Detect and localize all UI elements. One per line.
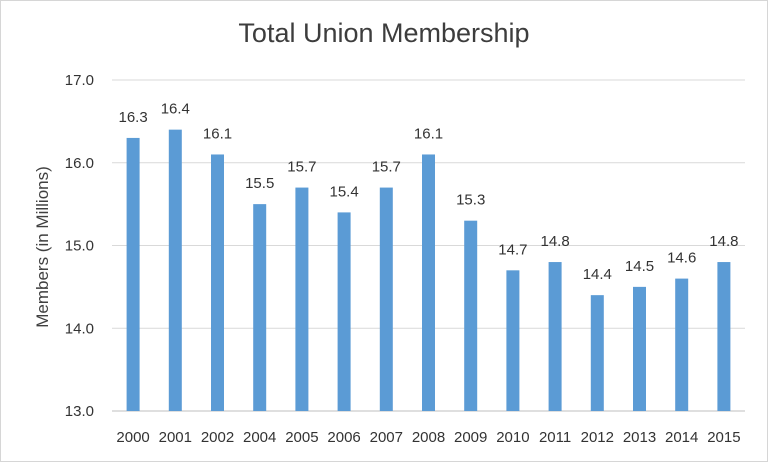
bar: [506, 270, 520, 411]
data-label: 15.3: [456, 192, 485, 209]
data-label: 16.1: [203, 125, 232, 142]
data-label: 15.5: [245, 175, 274, 192]
y-tick-label: 16.0: [65, 155, 94, 172]
data-label: 14.6: [667, 250, 696, 267]
bar: [717, 262, 731, 411]
x-tick-label: 2009: [454, 429, 487, 446]
x-tick-label: 2005: [285, 429, 318, 446]
data-label: 16.4: [161, 101, 190, 118]
x-tick-label: 2001: [159, 429, 192, 446]
bar: [379, 187, 393, 411]
bar: [422, 154, 435, 411]
x-tick-label: 2004: [243, 429, 276, 446]
x-tick-label: 2012: [581, 429, 614, 446]
y-tick-label: 15.0: [65, 238, 94, 255]
labels: 13.0 14.0 15.0 16.0 17.0 16.3 2000 16.4 2001 16.1…: [65, 72, 741, 446]
data-label: 15.7: [372, 159, 401, 176]
data-label: 16.1: [414, 125, 443, 142]
bar: [295, 187, 309, 411]
bar: [211, 154, 224, 411]
bar: [675, 278, 689, 411]
y-tick-label: 13.0: [65, 403, 94, 420]
bars: [126, 129, 731, 412]
y-tick-label: 14.0: [65, 320, 94, 337]
bar: [168, 129, 182, 411]
x-tick-label: 2000: [116, 429, 149, 446]
data-label: 16.3: [118, 109, 147, 126]
x-tick-label: 2002: [201, 429, 234, 446]
bar: [590, 295, 604, 411]
bar: [337, 212, 351, 411]
data-label: 14.8: [709, 233, 738, 250]
x-tick-label: 2013: [623, 429, 656, 446]
x-tick-label: 2008: [412, 429, 445, 446]
x-tick-label: 2014: [665, 429, 698, 446]
x-tick-label: 2006: [327, 429, 360, 446]
data-label: 14.8: [540, 233, 569, 250]
data-label: 14.7: [498, 241, 527, 258]
data-label: 14.5: [625, 258, 654, 275]
y-tick-label: 17.0: [65, 72, 94, 89]
bar: [633, 286, 646, 411]
x-tick-label: 2007: [370, 429, 403, 446]
data-label: 14.4: [583, 266, 612, 283]
data-label: 15.7: [287, 159, 316, 176]
x-tick-label: 2011: [539, 429, 571, 446]
x-tick-label: 2010: [496, 429, 529, 446]
chart-title: Total Union Membership: [238, 18, 530, 48]
data-label: 15.4: [329, 183, 358, 200]
bar: [548, 262, 562, 411]
x-tick-label: 2015: [707, 429, 740, 446]
bar: [126, 137, 140, 412]
bar: [464, 220, 478, 411]
bar: [253, 204, 267, 411]
